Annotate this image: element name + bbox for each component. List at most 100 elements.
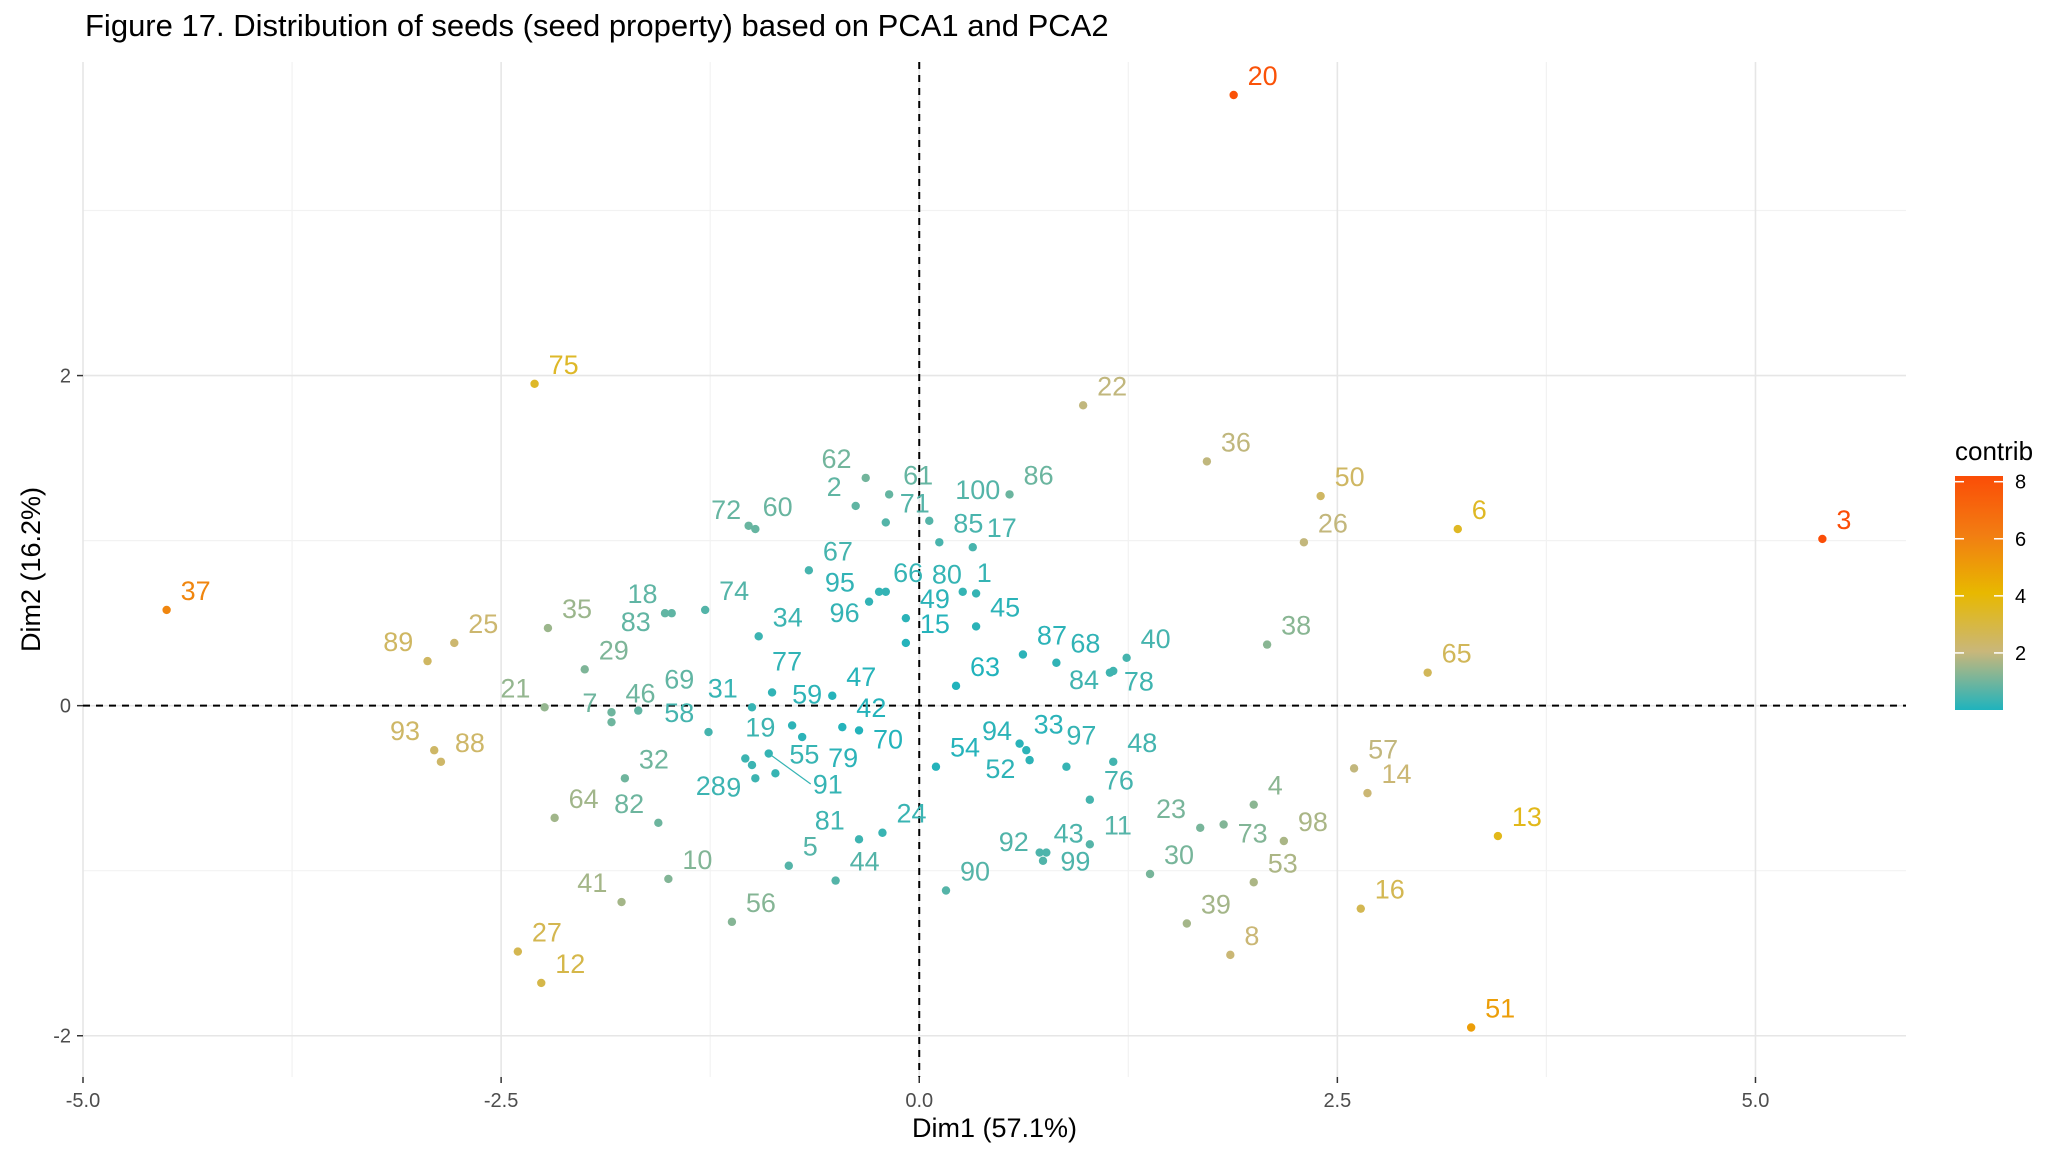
data-point-10 [664,874,673,884]
point-label-21: 21 [500,673,530,703]
data-point-7 [607,717,616,727]
point-label-9: 9 [726,772,741,802]
data-point-87 [1018,650,1028,659]
data-point-9 [751,774,760,783]
point-label-23: 23 [1156,794,1186,824]
x-tick-label: -2.5 [484,1090,518,1112]
data-point-28 [747,760,757,770]
point-label-81: 81 [815,805,845,835]
data-point-52 [1025,755,1034,765]
point-label-77: 77 [772,646,802,676]
point-label-78: 78 [1124,667,1154,697]
point-label-88: 88 [455,728,485,758]
data-point-25 [450,638,459,648]
point-label-54: 54 [950,733,980,763]
point-label-24: 24 [896,799,926,829]
data-point-41 [617,897,626,907]
point-label-79: 79 [828,743,858,773]
color-legend: contrib 2 4 6 8 [1955,436,2033,710]
point-label-82: 82 [614,789,644,819]
data-point-6 [1453,524,1462,534]
data-point-99 [1042,848,1051,857]
legend-colorbar [1955,476,2003,710]
point-label-97: 97 [1066,721,1096,751]
data-point-93 [430,746,439,755]
data-point-24 [878,828,887,837]
data-point-21 [540,703,549,712]
point-label-70: 70 [873,724,903,754]
point-label-17: 17 [987,513,1017,543]
data-point-75 [530,379,539,389]
point-label-99: 99 [1060,847,1090,877]
data-point-94 [1022,746,1031,755]
data-point-45 [971,622,981,631]
point-label-96: 96 [830,598,860,628]
point-label-80: 80 [932,559,962,589]
data-point-60 [744,521,753,530]
point-label-62: 62 [821,444,851,474]
data-point-79 [797,732,807,742]
data-point-86 [1005,490,1014,499]
point-label-95: 95 [825,568,855,598]
point-label-52: 52 [985,754,1015,784]
data-point-11 [1085,840,1095,849]
x-tick-label: 2.5 [1323,1090,1351,1112]
data-point-100 [925,516,934,526]
point-label-92: 92 [999,827,1029,857]
point-label-40: 40 [1141,624,1171,654]
data-point-1 [958,587,967,596]
point-label-74: 74 [719,576,749,606]
data-point-77 [767,688,777,697]
point-label-85: 85 [953,508,983,538]
x-tick-label: 5.0 [1742,1090,1770,1112]
point-label-91: 91 [813,770,843,800]
point-label-63: 63 [970,652,1000,682]
point-label-14: 14 [1381,759,1411,789]
y-tick-label: 2 [60,366,71,388]
point-label-8: 8 [1244,921,1259,951]
data-point-98 [1279,836,1289,846]
grid [82,62,1906,1077]
point-label-5: 5 [803,832,818,862]
point-label-22: 22 [1097,371,1127,401]
data-point-90 [941,886,951,895]
data-point-50 [1316,491,1325,501]
data-point-54 [931,762,941,771]
point-label-41: 41 [577,868,607,898]
point-label-15: 15 [920,609,950,639]
data-point-58 [704,727,713,737]
data-point-89 [423,656,432,666]
data-point-56 [727,917,737,927]
point-label-33: 33 [1034,710,1064,740]
data-point-40 [1122,653,1131,662]
legend-tick-label: 2 [2015,643,2026,665]
point-label-45: 45 [990,592,1020,622]
data-point-30 [1145,869,1155,879]
data-point-16 [1356,904,1365,913]
data-point-37 [162,605,171,615]
point-label-94: 94 [982,716,1012,746]
data-point-23 [1196,823,1205,832]
point-label-83: 83 [621,607,651,637]
point-label-57: 57 [1368,734,1398,764]
point-label-53: 53 [1268,848,1298,878]
point-label-100: 100 [955,475,1000,505]
legend-tick-label: 4 [2015,586,2026,608]
point-label-43: 43 [1054,819,1084,849]
point-label-64: 64 [569,784,599,814]
data-point-22 [1078,401,1088,410]
data-point-47 [828,691,837,700]
data-point-97 [1062,762,1071,771]
point-label-35: 35 [562,594,592,624]
point-label-69: 69 [664,665,694,695]
data-point-39 [1182,919,1192,928]
chart-title: Figure 17. Distribution of seeds (seed p… [85,8,1109,43]
point-label-4: 4 [1268,771,1283,801]
point-label-7: 7 [582,688,597,718]
data-point-57 [1349,764,1359,773]
x-tick-label: 0.0 [905,1090,933,1112]
label-leader-91 [768,753,812,785]
data-point-14 [1363,788,1372,798]
data-point-18 [667,609,676,618]
point-label-19: 19 [745,712,775,742]
